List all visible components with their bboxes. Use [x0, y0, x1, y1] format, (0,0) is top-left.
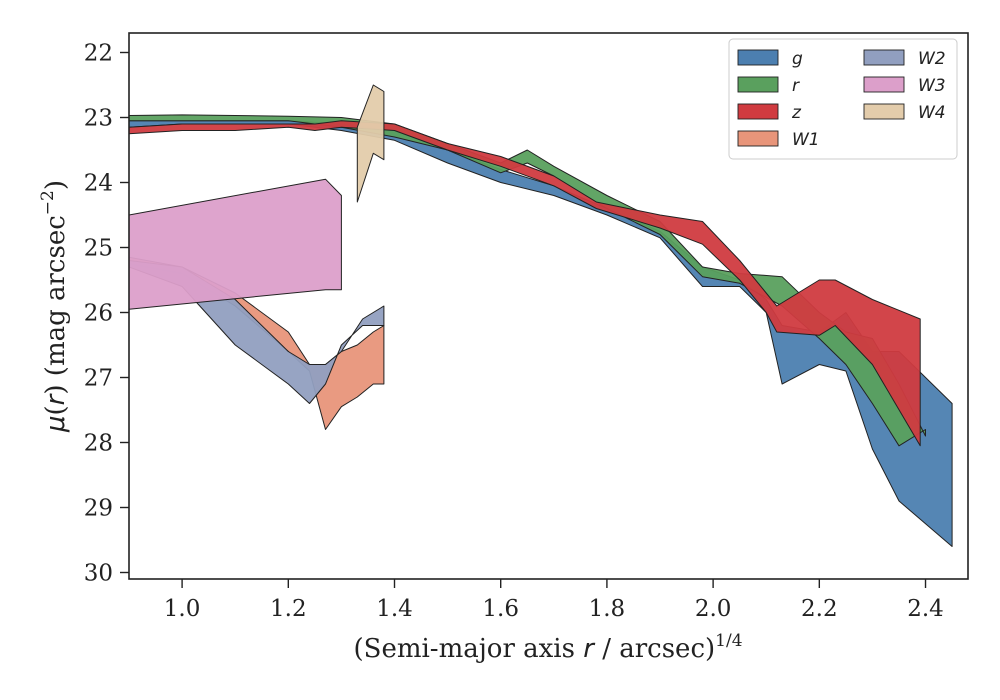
y-axis-label: μ(r) (mag arcsec−2) [38, 180, 71, 433]
x-tick-label: 2.4 [907, 596, 944, 622]
x-tick-label: 1.8 [589, 596, 626, 622]
legend-swatch-w3 [863, 76, 905, 93]
y-tick-label: 26 [84, 301, 113, 327]
legend-box [728, 38, 958, 160]
x-tick-label: 1.4 [376, 596, 413, 622]
y-axis-ticks: 22 23 24 25 26 27 28 29 30 [84, 41, 129, 587]
x-tick-label: 1.6 [482, 596, 519, 622]
legend-swatch-w2 [863, 49, 905, 66]
band-w3 [129, 178, 342, 310]
y-tick-label: 30 [84, 561, 113, 587]
series-bands [129, 84, 953, 547]
legend-label-g: g [792, 49, 803, 69]
y-tick-label: 24 [84, 171, 113, 197]
legend-swatch-w1 [737, 130, 779, 147]
legend-swatch-z [737, 103, 779, 120]
y-tick-label: 25 [84, 236, 113, 262]
plot-frame [128, 32, 969, 580]
legend-label-w3: W3 [918, 76, 946, 96]
legend-label-w4: W4 [918, 103, 946, 123]
x-axis-label: (Semi-major axis r / arcsec)1/4 [353, 631, 742, 664]
legend-label-w2: W2 [918, 49, 946, 69]
y-tick-label: 23 [84, 106, 113, 132]
legend-label-z: z [791, 103, 802, 123]
legend-swatch-g [737, 49, 779, 66]
x-tick-label: 2.2 [801, 596, 838, 622]
x-tick-label: 1.2 [270, 596, 307, 622]
legend-label-w1: W1 [792, 130, 820, 150]
y-tick-label: 28 [84, 431, 113, 457]
legend-swatch-r [737, 76, 779, 93]
x-tick-label: 1.0 [164, 596, 201, 622]
legend: grz W1 W2 W3 W4 [728, 38, 958, 160]
legend-swatch-w4 [863, 103, 905, 120]
y-tick-label: 22 [84, 41, 113, 67]
x-axis-ticks: 1.0 1.2 1.4 1.6 1.8 2.0 2.2 2.4 [164, 579, 944, 622]
y-tick-label: 29 [84, 496, 113, 522]
y-tick-label: 27 [84, 366, 113, 392]
x-tick-label: 2.0 [695, 596, 732, 622]
band-w4 [356, 84, 385, 203]
legend-label-r: r [792, 76, 800, 96]
